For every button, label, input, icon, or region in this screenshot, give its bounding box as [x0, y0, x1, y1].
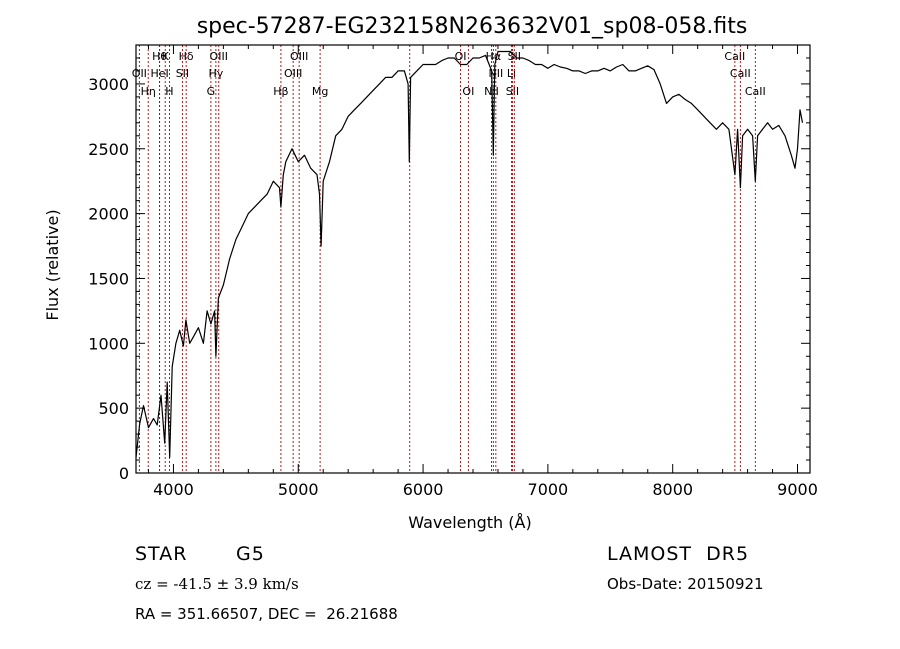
- spectral-line-label: NII: [484, 85, 499, 98]
- object-subclass: G5: [236, 543, 265, 565]
- spectral-line-label: OIII: [284, 67, 302, 80]
- y-tick-label: 500: [98, 399, 129, 418]
- coordinates: RA = 351.66507, DEC = 26.21688: [135, 605, 398, 623]
- x-tick-label: 8000: [652, 480, 693, 499]
- spectral-line-label: CaII: [745, 85, 766, 98]
- spectral-line-label: Hβ: [273, 85, 288, 98]
- spectral-line-label: CaII: [730, 67, 751, 80]
- spectrum-line: [135, 50, 804, 458]
- spectral-line-label: Mg: [312, 85, 328, 98]
- spectral-line-label: Hδ: [179, 50, 194, 63]
- spectral-line-label: OIII: [210, 50, 228, 63]
- object-class: STAR: [135, 543, 188, 565]
- y-tick-label: 1000: [88, 334, 129, 353]
- axes: 4000 5000 6000 7000 8000 9000 0 500 1000 1500 2000…: [88, 45, 818, 499]
- y-tick-label: 3000: [88, 75, 129, 94]
- spectral-line-label: K: [162, 50, 170, 63]
- spectral-line-label: OI: [462, 85, 474, 98]
- spectral-line-label: G: [207, 85, 216, 98]
- y-tick-label: 2500: [88, 140, 129, 159]
- spectral-line-label: Hθ: [152, 50, 167, 63]
- y-tick-label: 2000: [88, 205, 129, 224]
- spectral-line-label: SII: [508, 50, 521, 63]
- spectral-line-label: CaII: [724, 50, 745, 63]
- x-tick-label: 9000: [777, 480, 818, 499]
- x-tick-label: 5000: [278, 480, 319, 499]
- observation-date: Obs-Date: 20150921: [607, 575, 764, 593]
- x-tick-label: 4000: [153, 480, 194, 499]
- spectral-line-label: Hγ: [208, 67, 223, 80]
- spectral-line-label: Hη: [141, 85, 156, 98]
- spectral-line-label: H: [165, 85, 173, 98]
- spectral-line-label: OI: [455, 50, 467, 63]
- spectral-line-label: SII: [506, 85, 519, 98]
- y-tick-label: 0: [119, 464, 129, 483]
- spectral-line-label: Li: [507, 67, 516, 80]
- spectral-line-label: OIII: [290, 50, 308, 63]
- y-axis-label: Flux (relative): [43, 209, 62, 320]
- x-tick-label: 7000: [528, 480, 569, 499]
- chart-title: spec-57287-EG232158N263632V01_sp08-058.f…: [197, 14, 748, 39]
- spectral-line-label: HeI: [150, 67, 168, 80]
- spectral-line-label: SII: [176, 67, 189, 80]
- x-tick-label: 6000: [403, 480, 444, 499]
- radial-velocity: cz = -41.5 ± 3.9 km/s: [135, 575, 299, 593]
- y-tick-label: 1500: [88, 269, 129, 288]
- x-axis-label: Wavelength (Å): [408, 513, 531, 532]
- survey-name: LAMOST DR5: [607, 543, 750, 565]
- spectral-line-label: OII: [132, 67, 147, 80]
